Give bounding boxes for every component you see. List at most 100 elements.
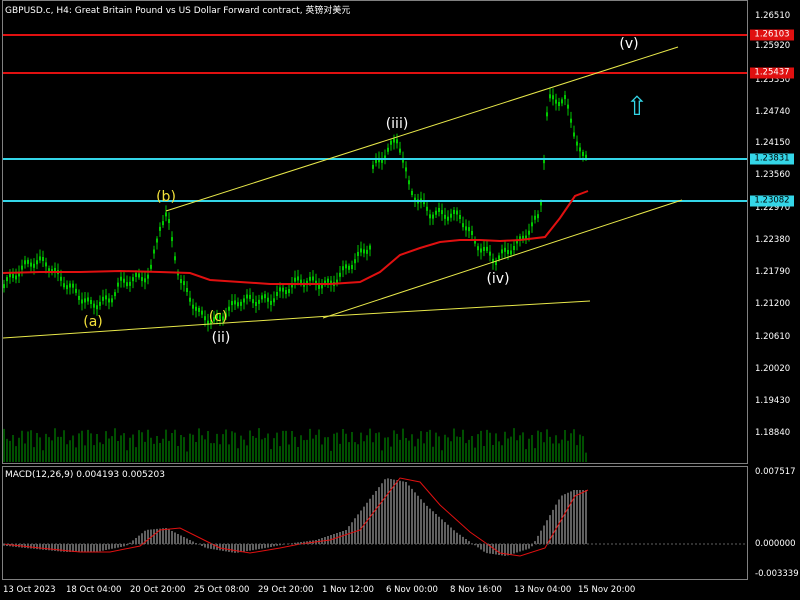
candle-body [387,147,389,152]
candle-body [180,279,182,284]
candle-body [501,249,503,254]
channel-upper-line [165,46,679,212]
wave-label-ii: (ii) [211,330,231,346]
candle-body [444,214,446,219]
candle-body [237,302,239,307]
candle-body [396,139,398,144]
base-trend-line [2,315,331,339]
candle-body [426,206,428,211]
candle-body [498,255,500,260]
candle-body [582,152,584,157]
candle-body [351,264,353,269]
candle-body [207,320,209,325]
main-panel-frame [2,0,748,464]
price-tick: 1.21790 [755,267,791,277]
candle-body [432,214,434,219]
candle-body [402,158,404,163]
candle-body [552,95,554,100]
candle-body [330,280,332,285]
candle-body [90,299,92,304]
candle-body [12,274,14,279]
candle-body [282,287,284,292]
candle-body [195,306,197,311]
candle-body [15,275,17,280]
candle-body [24,260,26,265]
candle-body [510,250,512,255]
wave-label-v: (v) [619,36,639,52]
wave-label-b: (b) [156,189,176,205]
candle-body [192,304,194,309]
candle-body [111,298,113,303]
candle-body [141,277,143,282]
candle-body [21,265,23,270]
time-tick: 13 Oct 2023 [3,585,56,595]
macd-signal-line [2,477,589,557]
candle-body [504,247,506,252]
candle-body [546,112,548,117]
candle-body [261,295,263,300]
candle-body [375,159,377,164]
candle-body [135,272,137,277]
candle-body [48,268,50,273]
candle-body [117,282,119,287]
time-tick: 29 Oct 20:00 [258,585,314,595]
candle-body [72,283,74,288]
time-tick: 1 Nov 12:00 [322,585,374,595]
candle-body [456,210,458,215]
candle-body [252,299,254,304]
candle-body [537,214,539,219]
candle-body [507,249,509,254]
candle-body [528,230,530,235]
candle-body [99,301,101,306]
candle-body [3,284,5,289]
candle-body [144,278,146,283]
candle-body [129,281,131,286]
candle-body [381,158,383,163]
candle-body [360,248,362,253]
candle-body [492,258,494,263]
candle-body [555,99,557,104]
candle-body [39,256,41,261]
macd-scale-tick: 0.007517 [755,467,796,477]
candle-body [423,200,425,205]
candle-body [324,280,326,285]
volume-bars [3,428,587,462]
candle-body [171,237,173,242]
macd-scale-tick: 0.000000 [755,539,796,549]
candle-body [411,190,413,195]
candle-body [342,266,344,271]
candle-body [102,296,104,301]
candle-body [234,300,236,305]
candle-body [438,207,440,212]
time-tick: 13 Nov 04:00 [514,585,572,595]
candle-body [279,287,281,292]
candle-body [168,219,170,224]
candle-body [405,167,407,172]
candle-body [54,267,56,272]
price-tick: 1.21200 [755,299,791,309]
candle-body [159,226,161,231]
candle-body [477,246,479,251]
macd-scale-tick: -0.003339 [755,569,799,579]
candle-body [558,101,560,106]
time-tick: 15 Nov 20:00 [578,585,636,595]
candle-body [570,118,572,123]
candle-body [69,283,71,288]
candle-body [345,264,347,269]
candle-body [18,272,20,277]
candle-body [585,154,587,159]
candle-body [408,180,410,185]
candle-body [483,246,485,251]
candle-body [321,284,323,289]
candle-body [36,260,38,265]
candle-body [285,290,287,295]
candle-body [579,147,581,152]
candle-body [543,159,545,164]
candle-body [219,315,221,320]
candle-body [264,294,266,299]
candle-body [126,282,128,287]
candle-body [114,292,116,297]
candle-body [84,298,86,303]
candle-body [300,279,302,284]
